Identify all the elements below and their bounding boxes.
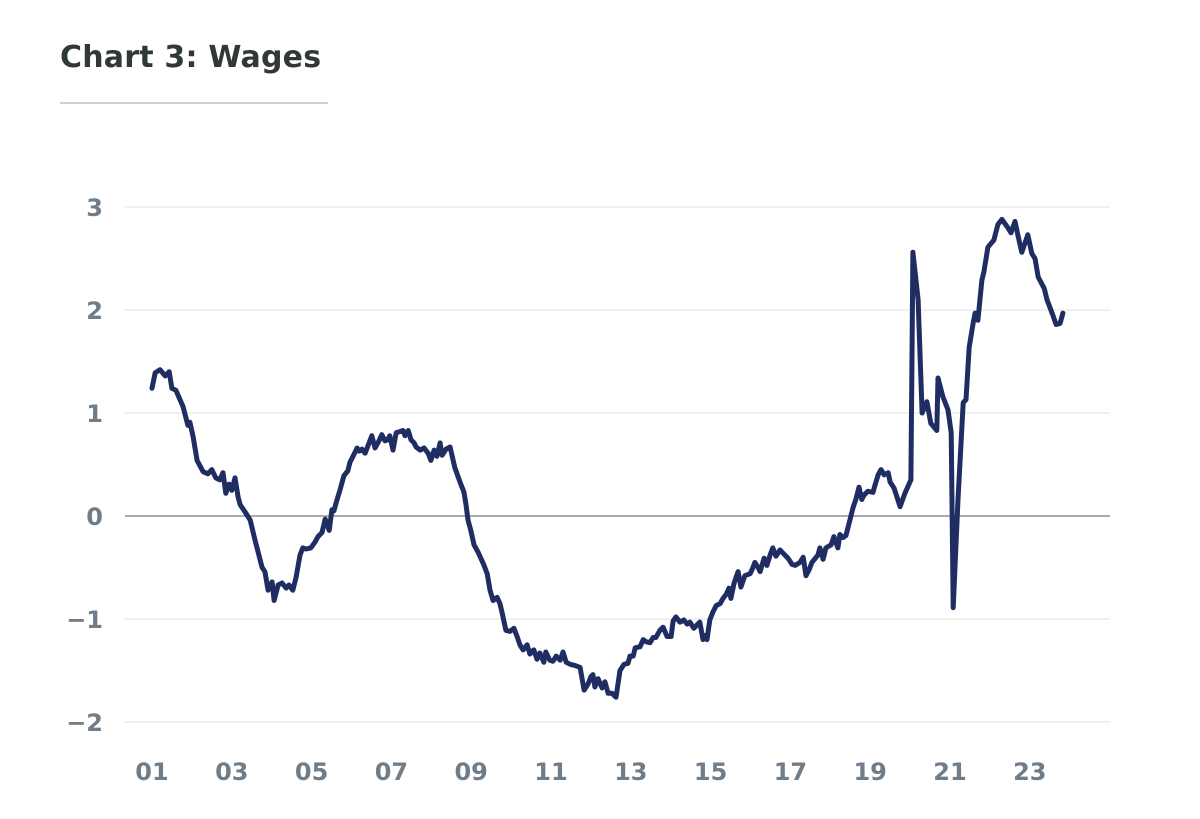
x-tick-label: 13 (614, 758, 647, 786)
x-tick-label: 05 (295, 758, 328, 786)
x-tick-label: 17 (774, 758, 807, 786)
gridlines (125, 206, 1110, 723)
title-underline (60, 102, 328, 104)
x-tick-label: 19 (853, 758, 886, 786)
x-tick-label: 01 (135, 758, 168, 786)
x-tick-label: 21 (933, 758, 966, 786)
x-tick-label: 15 (694, 758, 727, 786)
x-tick-label: 03 (215, 758, 248, 786)
y-tick-label: 0 (86, 503, 103, 531)
y-tick-label: −1 (66, 606, 103, 634)
y-tick-label: 2 (86, 297, 103, 325)
x-axis-ticks: 01 03 05 07 09 11 13 15 17 19 21 23 (135, 758, 1046, 786)
series-line (149, 216, 1066, 700)
x-tick-label: 09 (454, 758, 487, 786)
chart-title: Chart 3: Wages (60, 40, 322, 75)
x-tick-label: 07 (375, 758, 408, 786)
y-tick-label: −2 (66, 709, 103, 737)
y-tick-label: 3 (86, 194, 103, 222)
y-axis-ticks: 3 2 1 0 −1 −2 (66, 194, 103, 737)
x-tick-label: 23 (1013, 758, 1046, 786)
x-tick-label: 11 (534, 758, 567, 786)
y-tick-label: 1 (86, 400, 103, 428)
